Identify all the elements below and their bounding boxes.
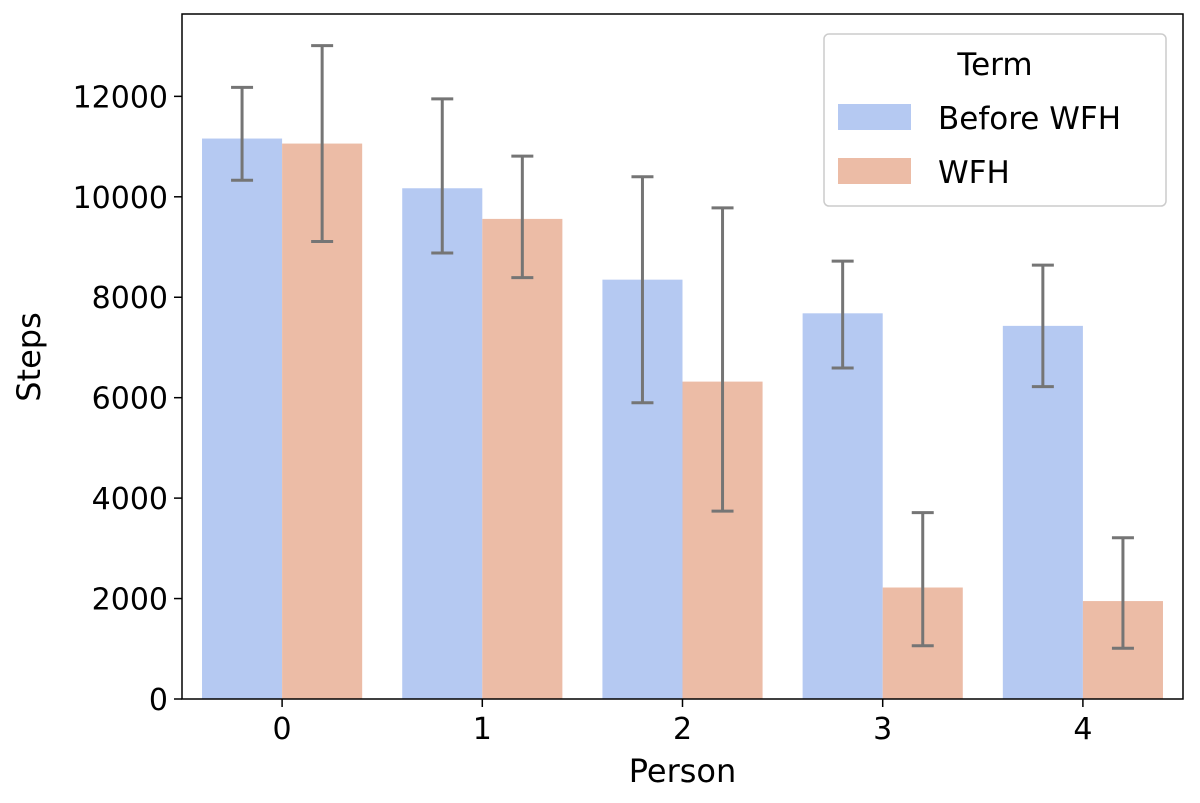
errorbar-wfh-person-4 xyxy=(1111,536,1134,650)
errorbar-wfh-person-0 xyxy=(311,44,334,243)
legend: Term Before WFH WFH xyxy=(823,33,1167,207)
x-tick-label: 1 xyxy=(473,712,492,747)
x-tick-label: 3 xyxy=(873,712,892,747)
y-tick-label: 2000 xyxy=(92,583,168,618)
bars-layer xyxy=(202,138,1163,700)
bar-wfh-person-1 xyxy=(482,218,563,700)
legend-title: Term xyxy=(956,47,1032,83)
errorbar-before-wfh-person-1 xyxy=(431,97,454,255)
y-tick-label: 0 xyxy=(149,683,168,718)
x-tick-label: 4 xyxy=(1073,712,1092,747)
y-tick-label: 6000 xyxy=(92,382,168,417)
x-axis-ticks: 0 1 2 3 4 xyxy=(273,699,1092,747)
errorbar-before-wfh-person-4 xyxy=(1031,263,1054,389)
y-axis-ticks: 0 2000 4000 6000 8000 10000 12000 xyxy=(73,80,182,718)
legend-label-before-wfh: Before WFH xyxy=(938,101,1121,137)
errorbar-wfh-person-1 xyxy=(511,154,534,280)
legend-label-wfh: WFH xyxy=(938,155,1010,191)
legend-swatch-wfh xyxy=(838,158,911,184)
bar-before-wfh-person-3 xyxy=(802,313,883,699)
legend-swatch-before-wfh xyxy=(838,104,911,130)
y-tick-label: 8000 xyxy=(92,281,168,316)
errorbar-wfh-person-2 xyxy=(711,206,734,513)
errorbar-before-wfh-person-2 xyxy=(631,175,654,405)
x-tick-label: 0 xyxy=(273,712,292,747)
x-axis-label: Person xyxy=(629,752,737,790)
y-tick-label: 12000 xyxy=(73,80,168,115)
errorbar-before-wfh-person-0 xyxy=(231,85,254,182)
errorbars-layer xyxy=(231,44,1134,650)
y-tick-label: 10000 xyxy=(73,181,168,216)
x-tick-label: 2 xyxy=(673,712,692,747)
errorbar-before-wfh-person-3 xyxy=(831,259,854,370)
y-tick-label: 4000 xyxy=(92,482,168,517)
y-axis-label: Steps xyxy=(10,312,48,402)
bar-before-wfh-person-1 xyxy=(402,188,483,700)
errorbar-wfh-person-3 xyxy=(911,511,934,648)
bar-before-wfh-person-0 xyxy=(202,138,283,699)
